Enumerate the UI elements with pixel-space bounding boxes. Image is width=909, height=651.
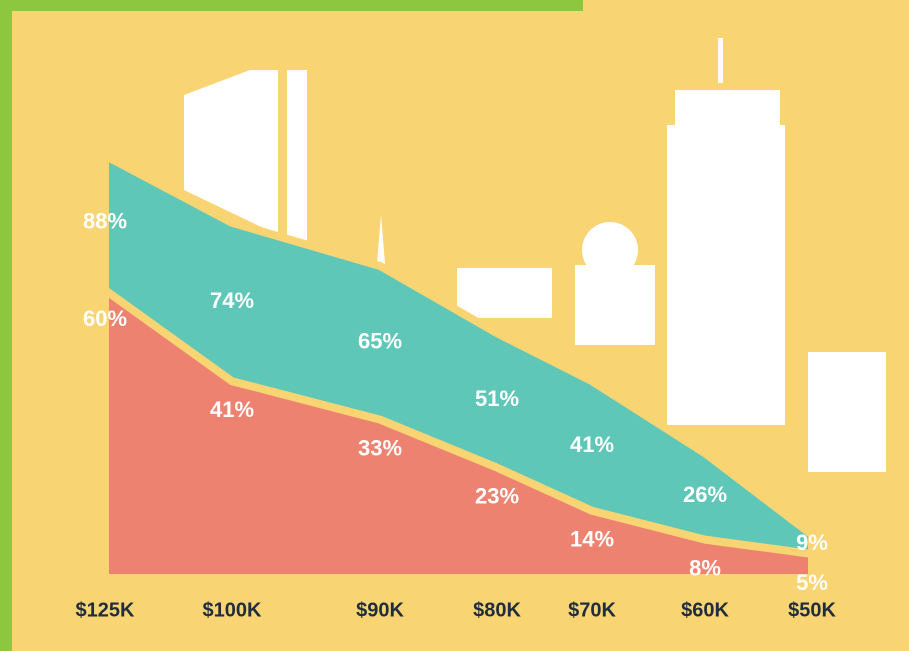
left-border bbox=[0, 0, 12, 651]
value-label: 33% bbox=[358, 435, 402, 460]
building bbox=[675, 90, 780, 125]
value-label: 41% bbox=[570, 432, 614, 457]
value-label: 14% bbox=[570, 527, 614, 552]
top-border bbox=[0, 0, 583, 11]
dome bbox=[582, 222, 638, 278]
value-label: 26% bbox=[683, 482, 727, 507]
value-label: 9% bbox=[796, 530, 828, 555]
value-label: 23% bbox=[475, 483, 519, 508]
x-tick-label: $90K bbox=[356, 599, 404, 621]
value-label: 60% bbox=[83, 306, 127, 331]
value-label: 74% bbox=[210, 288, 254, 313]
value-label: 65% bbox=[358, 329, 402, 354]
value-label: 8% bbox=[689, 555, 721, 580]
x-tick-label: $100K bbox=[203, 599, 262, 621]
antenna bbox=[718, 38, 723, 83]
chart: 88% 74% 65% 51% 41% 26% 9% 60% 41% 33% 23% 14% 8% 5% $… bbox=[0, 0, 909, 651]
page: 88% 74% 65% 51% 41% 26% 9% 60% 41% 33% 23% 14% 8% 5% $… bbox=[0, 0, 909, 651]
value-label: 41% bbox=[210, 397, 254, 422]
value-label: 51% bbox=[475, 386, 519, 411]
x-tick-label: $80K bbox=[473, 599, 521, 621]
building bbox=[287, 70, 307, 250]
x-tick-label: $125K bbox=[76, 599, 135, 621]
x-tick-label: $60K bbox=[681, 599, 729, 621]
x-tick-label: $70K bbox=[568, 599, 616, 621]
building bbox=[808, 352, 886, 472]
x-tick-label: $50K bbox=[788, 599, 836, 621]
value-label: 5% bbox=[796, 570, 828, 595]
building bbox=[457, 268, 552, 318]
value-label: 88% bbox=[83, 209, 127, 234]
building bbox=[667, 125, 785, 425]
